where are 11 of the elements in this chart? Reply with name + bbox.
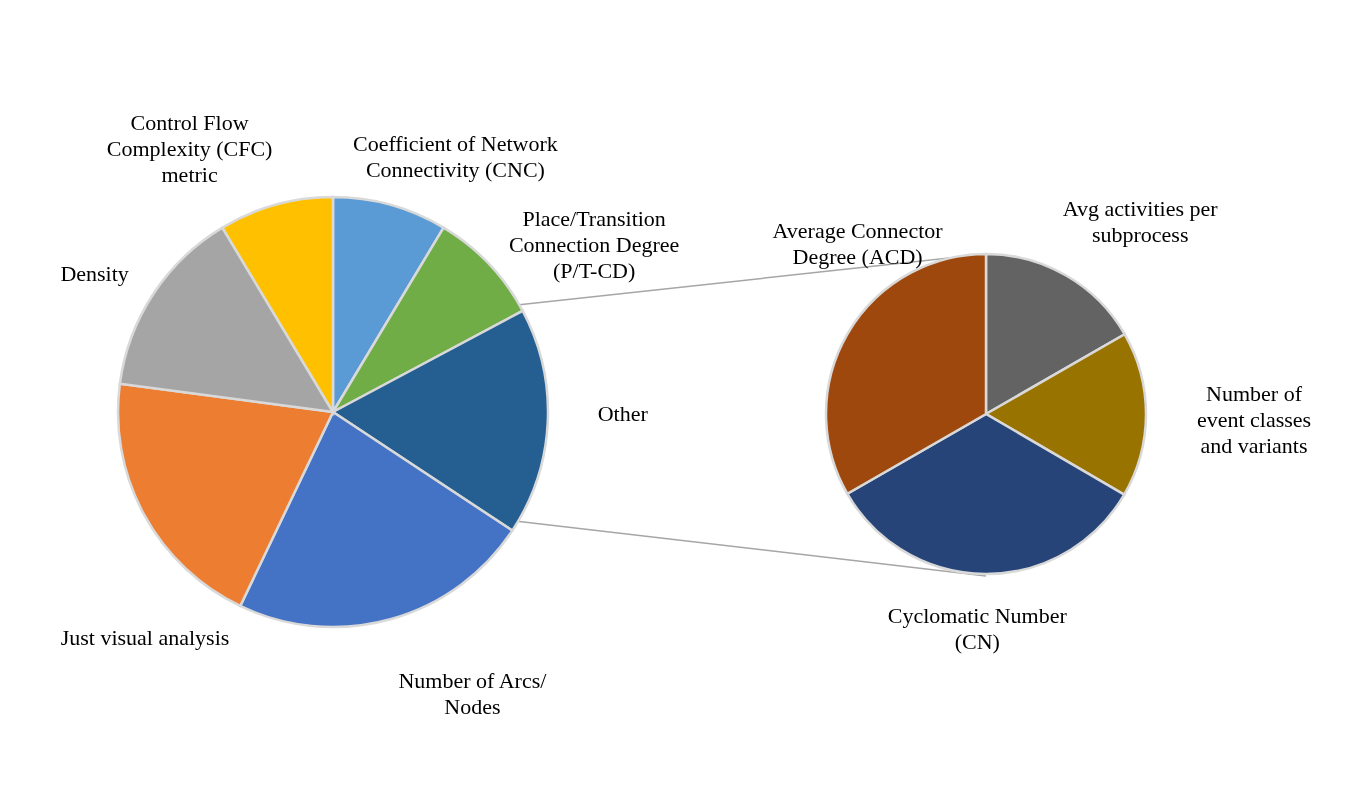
- slice-label: Just visual analysis: [60, 625, 230, 651]
- slice-label: Avg activities per subprocess: [1062, 195, 1219, 247]
- slice-label: Place/Transition Connection Degree (P/T-CD): [508, 206, 680, 284]
- slice-label: Density: [60, 260, 129, 286]
- slice-label: Number of event classes and variants: [1196, 380, 1312, 458]
- slice-label: Other: [597, 400, 649, 426]
- slice-label: Coefficient of Network Connectivity (CNC): [352, 130, 558, 182]
- slice-label: Control Flow Complexity (CFC) metric: [106, 109, 273, 187]
- slice-label: Cyclomatic Number (CN): [887, 603, 1068, 654]
- slice-label: Number of Arcs/ Nodes: [398, 668, 548, 720]
- slice-label: Average Connector Degree (ACD): [772, 217, 944, 269]
